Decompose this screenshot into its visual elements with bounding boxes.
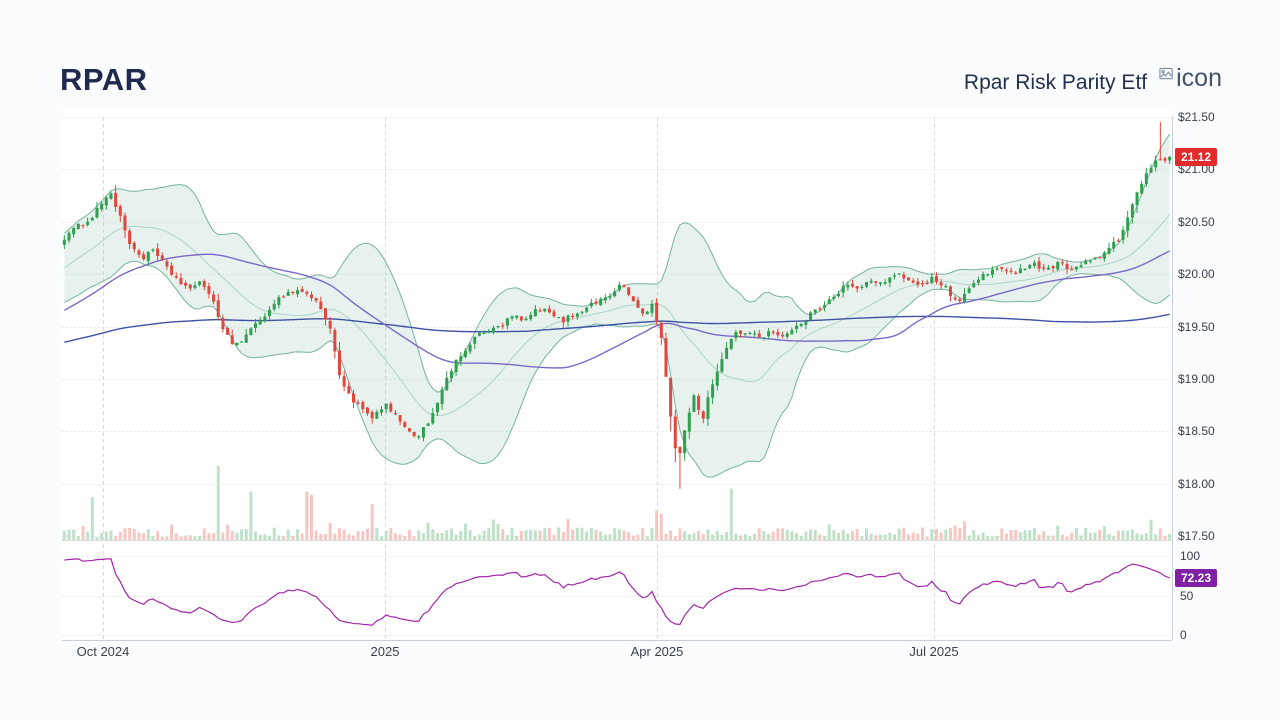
rsi-value: 72.23 [1181, 571, 1212, 585]
rsi-value-badge: 72.23 [1175, 569, 1218, 587]
header: RPAR Rpar Risk Parity Etf icon [0, 0, 1280, 110]
page-subtitle: Rpar Risk Parity Etf [963, 71, 1148, 94]
last-price-badge: 21.12 [1175, 148, 1218, 166]
header-right: Rpar Risk Parity Etf icon [964, 64, 1222, 95]
last-price-value: 21.12 [1181, 150, 1212, 164]
page-title: RPAR [60, 62, 148, 97]
icon-alt-text: icon [1176, 64, 1222, 92]
broken-image-icon: icon [1159, 64, 1222, 93]
picture-glyph-icon [1159, 67, 1173, 80]
